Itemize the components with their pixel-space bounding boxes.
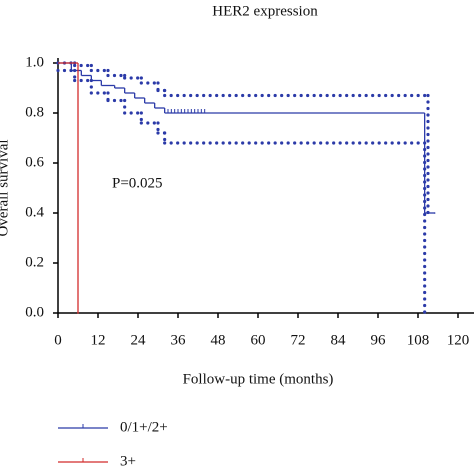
x-tick-label: 72 [291,332,306,348]
y-tick-label: 0.0 [25,304,44,320]
x-tick-label: 36 [171,332,187,348]
x-tick-label: 0 [54,332,62,348]
ci-lower-end [423,312,426,314]
x-tick-label: 24 [131,332,147,348]
chart-title: HER2 expression [212,3,318,19]
x-tick-label: 120 [447,332,470,348]
legend-label: 3+ [120,453,136,469]
survival-step-end [77,312,79,314]
x-tick-label: 96 [371,332,387,348]
x-tick-label: 84 [331,332,347,348]
x-tick-label: 48 [211,332,226,348]
y-tick-label: 0.4 [25,204,44,220]
x-tick-label: 108 [407,332,430,348]
survival-step-end [433,212,436,214]
y-tick-label: 1.0 [25,54,44,70]
legend-label: 0/1+/2+ [120,419,168,435]
y-tick-label: 0.2 [25,254,44,270]
y-tick-label: 0.8 [25,104,44,120]
y-axis-label: Overall survival [0,139,11,236]
x-tick-label: 60 [251,332,266,348]
p-value: P=0.025 [112,175,163,191]
x-axis-label: Follow-up time (months) [183,371,334,387]
y-tick-label: 0.6 [25,154,44,170]
x-tick-label: 12 [91,332,106,348]
